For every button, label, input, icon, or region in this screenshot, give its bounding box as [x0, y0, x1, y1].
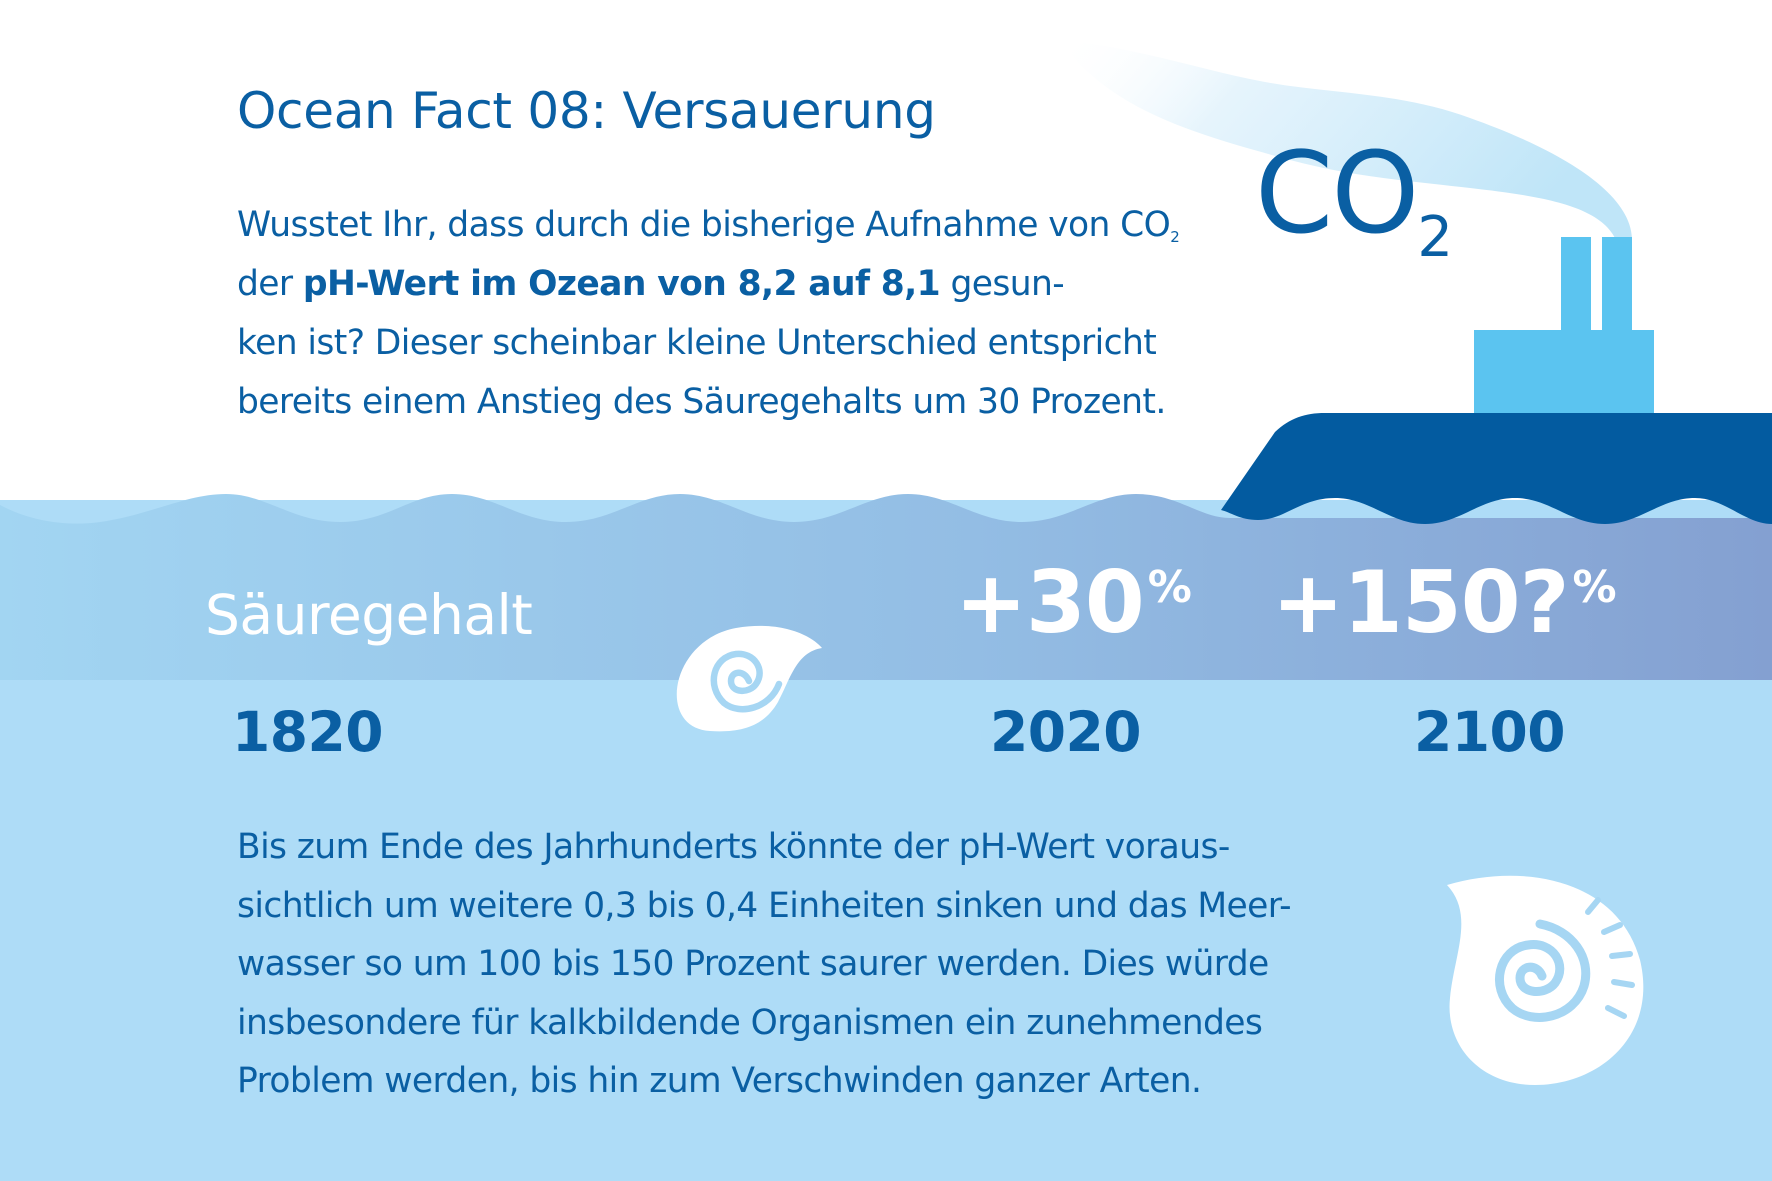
body-paragraph: Bis zum Ende des Jahrhunderts könnte der… [237, 818, 1357, 1111]
intro-line-4: bereits einem Anstieg des Säuregehalts u… [237, 382, 1166, 422]
body-line-3: wasser so um 100 bis 150 Prozent saurer … [237, 944, 1269, 984]
body-line-1: Bis zum Ende des Jahrhunderts könnte der… [237, 827, 1230, 867]
co2-label: CO2 [1255, 129, 1453, 270]
ship-icon [1221, 413, 1772, 524]
intro-paragraph: Wusstet Ihr, dass durch die bisherige Au… [237, 196, 1217, 432]
acidity-label: Säuregehalt [205, 583, 533, 647]
body-line-4: insbesondere für kalkbildende Organismen… [237, 1002, 1263, 1043]
percent-2100: +150?% [1272, 553, 1617, 653]
body-line-2: sichtlich um weitere 0,3 bis 0,4 Einheit… [237, 885, 1292, 926]
highlight-ph: pH-Wert im Ozean von 8,2 auf 8,1 [302, 264, 941, 304]
intro-line-2: der pH-Wert im Ozean von 8,2 auf 8,1 ges… [237, 264, 1065, 304]
chimney-left [1561, 237, 1591, 335]
wave-band [0, 494, 1772, 680]
smoke-plume-icon [1060, 40, 1632, 238]
small-shell-icon [676, 625, 822, 732]
body-line-5: Problem werden, bis hin zum Verschwinden… [237, 1061, 1202, 1101]
year-2100: 2100 [1414, 700, 1566, 764]
year-1820: 1820 [232, 700, 384, 764]
chimney-right [1602, 237, 1632, 335]
large-shell-icon [1447, 875, 1644, 1085]
intro-line-3: ken ist? Dieser scheinbar kleine Untersc… [237, 323, 1157, 363]
percent-2020: +30% [955, 553, 1192, 653]
ship-cabin [1474, 330, 1654, 414]
year-2020: 2020 [990, 700, 1142, 764]
page-title: Ocean Fact 08: Versauerung [237, 82, 936, 140]
intro-line-1: Wusstet Ihr, dass durch die bisherige Au… [237, 205, 1180, 246]
